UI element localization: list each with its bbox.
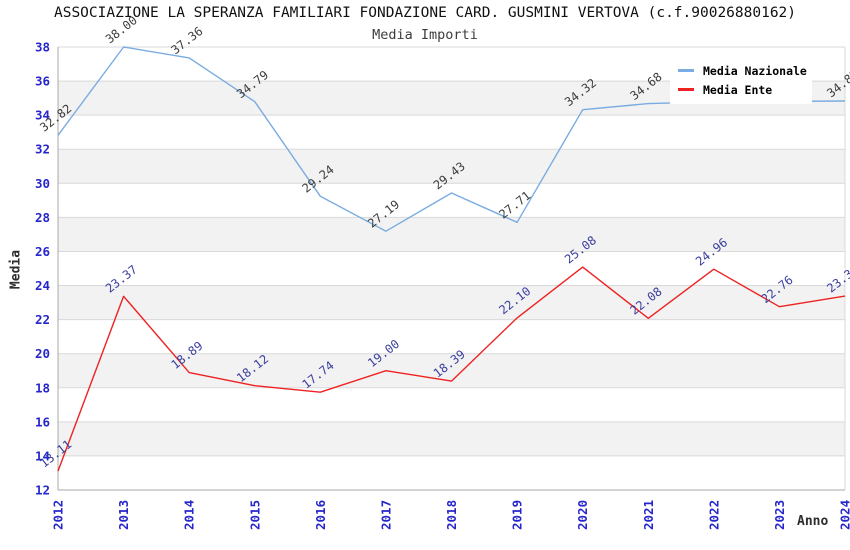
y-tick-label: 24 [35,278,50,293]
y-tick-label: 36 [35,74,50,89]
grid-band [58,149,845,184]
y-tick-label: 38 [35,40,50,55]
y-tick-label: 16 [35,414,50,429]
data-label: 37.36 [168,24,205,57]
grid-band [58,421,845,456]
x-tick-label: 2022 [706,500,721,530]
media-nazionale-line-swatch [678,69,694,72]
legend-label-media-nazionale: Media Nazionale [703,63,807,78]
y-tick-label: 22 [35,312,50,327]
x-tick-label: 2023 [772,500,787,530]
grid-bands [58,81,845,456]
x-tick-label: 2021 [641,500,656,530]
y-tick-label: 26 [35,244,50,259]
y-tick-label: 30 [35,176,50,191]
y-tick-label: 12 [35,483,50,498]
x-tick-label: 2013 [116,500,131,530]
grid-band [58,353,845,388]
x-tick-label: 2018 [444,500,459,530]
x-tick-label: 2014 [182,500,197,530]
legend-label-media-ente: Media Ente [703,82,773,97]
y-axis-title: Media [8,249,24,290]
grid-band [58,285,845,320]
media-ente-line-swatch [678,88,694,91]
x-tick-label: 2015 [247,500,262,530]
data-label: 38.00 [103,13,140,46]
y-tick-label: 20 [35,346,50,361]
data-label: 23.38 [824,262,850,295]
series-line-media-ente [57,266,846,472]
legend-item-media-ente: Media Ente [678,80,808,99]
x-tick-label: 2019 [510,500,525,530]
x-axis-title: Anno [797,514,829,529]
y-tick-label: 14 [35,448,50,463]
y-tick-label: 34 [35,108,50,123]
y-tick-label: 32 [35,142,50,157]
x-tick-label: 2016 [313,500,328,530]
x-tick-label: 2024 [838,500,850,530]
y-tick-labels: 12 14 16 18 20 22 24 26 28 30 32 34 36 38 [35,40,50,498]
legend-item-media-nazionale: Media Nazionale [678,61,808,80]
x-tick-label: 2012 [51,500,66,530]
x-tick-labels: 2012 2013 2014 2015 2016 2017 2018 2019 2020 2021… [51,500,850,530]
y-tick-label: 28 [35,210,50,225]
chart-title: ASSOCIAZIONE LA SPERANZA FAMILIARI FONDA… [53,5,797,21]
x-tick-label: 2017 [378,500,393,530]
grid-band [58,217,845,252]
x-tick-label: 2020 [575,500,590,530]
legend: Media Nazionale Media Ente [670,55,812,104]
chart-subtitle: Media Importi [372,27,478,43]
y-tick-label: 18 [35,380,50,395]
